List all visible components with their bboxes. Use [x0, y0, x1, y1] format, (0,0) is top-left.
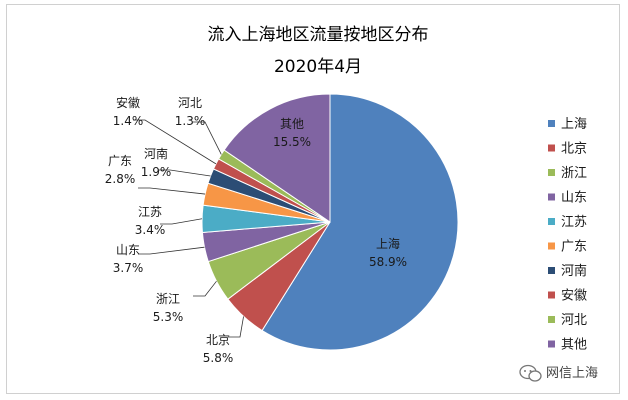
legend-label-shanghai: 上海 [561, 117, 587, 132]
slice-labels: 上海 58.9% 北京 5.8% 浙江 5.3% 山东 3.7% 江苏 3.4% 广东 2.8% 河南 1… [105, 95, 407, 365]
legend-label-jiangsu: 江苏 [561, 214, 587, 230]
slice-value-shanghai: 58.9% [369, 255, 407, 269]
slice-label-shandong: 山东 [116, 243, 140, 257]
slice-label-henan: 河南 [144, 146, 168, 161]
leader-line-guangdong [138, 187, 206, 195]
legend-label-other: 其他 [561, 338, 587, 353]
slice-label-beijing: 北京 [206, 333, 230, 347]
leader-lines [133, 119, 244, 338]
leader-line-anhui [133, 119, 217, 165]
chart-title: 流入上海地区流量按地区分布 [208, 25, 429, 45]
legend-label-zhejiang: 浙江 [561, 166, 587, 181]
legend-label-anhui: 安徽 [561, 289, 587, 304]
slice-value-zhejiang: 5.3% [153, 310, 184, 324]
legend-swatch-shanghai [548, 120, 555, 127]
legend-swatch-shandong [548, 193, 555, 201]
slice-value-anhui: 1.4% [113, 114, 144, 128]
legend-label-shandong: 山东 [561, 191, 587, 206]
legend-label-beijing: 北京 [561, 142, 587, 157]
leader-line-shandong [138, 246, 205, 255]
leader-line-henan [158, 169, 211, 177]
leader-line-zhejiang [193, 280, 217, 297]
slice-value-other: 15.5% [273, 135, 311, 149]
legend-swatch-guangdong [548, 242, 555, 250]
legend-swatch-henan [548, 267, 555, 274]
legend-label-henan: 河南 [561, 263, 587, 279]
legend-swatch-beijing [548, 144, 555, 152]
wechat-icon [519, 364, 542, 382]
watermark: 网信上海 [519, 364, 598, 382]
leader-line-jiangsu [160, 218, 203, 225]
slice-value-beijing: 5.8% [203, 351, 234, 365]
pie-slices [201, 93, 459, 351]
pie-slice-other [223, 93, 331, 223]
legend-label-hebei: 河北 [561, 313, 587, 328]
slice-label-zhejiang: 浙江 [156, 292, 180, 306]
slice-label-other: 其他 [280, 117, 304, 131]
legend-swatch-hebei [548, 316, 555, 323]
slice-label-hebei: 河北 [178, 96, 202, 110]
legend-swatch-anhui [548, 291, 555, 299]
slice-value-hebei: 1.3% [175, 114, 206, 128]
slice-label-guangdong: 广东 [108, 154, 132, 168]
slice-value-guangdong: 2.8% [105, 172, 136, 186]
slice-value-shandong: 3.7% [113, 261, 144, 275]
chart-subtitle: 2020年4月 [274, 57, 362, 77]
slice-value-jiangsu: 3.4% [135, 223, 166, 237]
legend-swatch-other [548, 340, 555, 348]
legend-swatch-zhejiang [548, 169, 555, 176]
slice-label-anhui: 安徽 [116, 95, 140, 110]
watermark-text: 网信上海 [546, 366, 598, 381]
leader-line-hebei [193, 121, 222, 155]
slice-label-jiangsu: 江苏 [138, 205, 162, 219]
slice-value-henan: 1.9% [141, 165, 172, 179]
legend-swatch-jiangsu [548, 218, 555, 225]
legend-label-guangdong: 广东 [561, 240, 587, 255]
pie-slice-shanghai [261, 93, 459, 351]
leader-line-beijing [228, 316, 244, 338]
slice-label-shanghai: 上海 [376, 236, 400, 251]
